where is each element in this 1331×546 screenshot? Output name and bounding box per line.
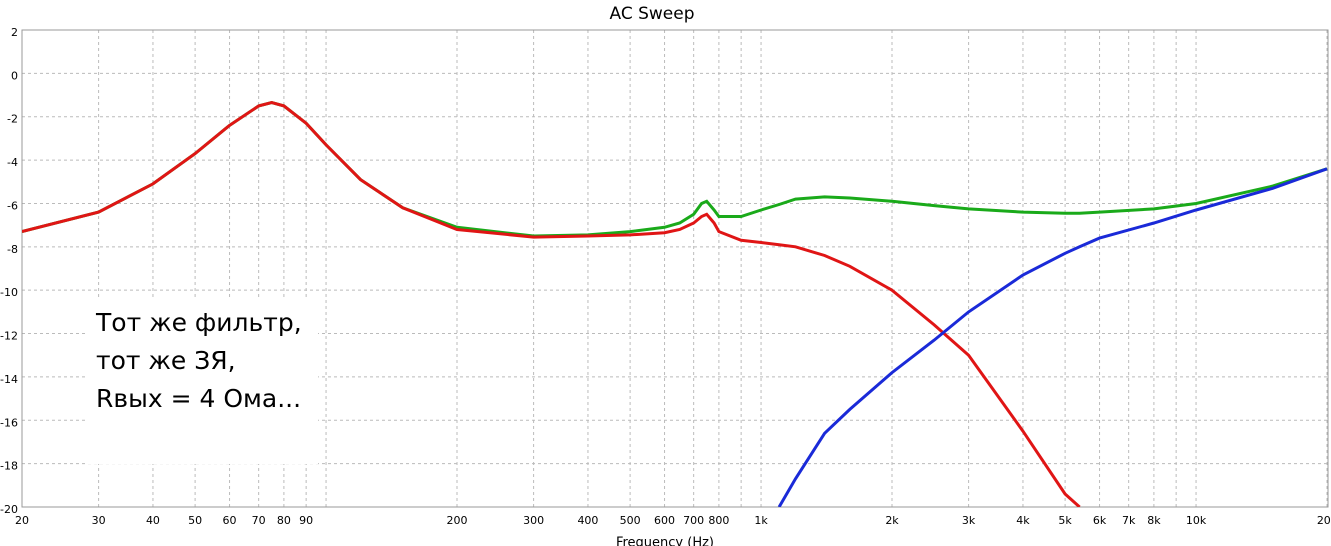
annotation-line: Rвых = 4 Ома... bbox=[96, 384, 301, 413]
y-tick-label: -18 bbox=[0, 460, 18, 473]
y-tick-label: -16 bbox=[0, 416, 18, 429]
y-tick-label: -8 bbox=[7, 243, 18, 256]
x-tick-label: 30 bbox=[92, 514, 106, 527]
x-tick-label: 400 bbox=[577, 514, 598, 527]
annotation: Тот же фильтр, тот же ЗЯ, Rвых = 4 Ома... bbox=[95, 308, 302, 413]
plot-frame bbox=[21, 29, 1329, 508]
annotation-line: тот же ЗЯ, bbox=[96, 346, 236, 375]
x-tick-label: 8k bbox=[1147, 514, 1161, 527]
x-axis-label: Frequency (Hz) bbox=[616, 536, 714, 546]
x-tick-label: 6k bbox=[1093, 514, 1107, 527]
annotation-line: Тот же фильтр, bbox=[95, 308, 302, 337]
x-tick-label: 60 bbox=[223, 514, 237, 527]
x-tick-label: 20 bbox=[15, 514, 29, 527]
x-tick-label: 4k bbox=[1016, 514, 1030, 527]
x-tick-label: 2k bbox=[885, 514, 899, 527]
y-tick-label: -10 bbox=[0, 286, 18, 299]
series-line bbox=[22, 101, 1081, 507]
y-tick-label: -2 bbox=[7, 113, 18, 126]
annotation-box bbox=[88, 298, 318, 464]
series-line bbox=[777, 167, 1328, 507]
y-tick-label: -12 bbox=[0, 330, 18, 343]
x-tick-label: 40 bbox=[146, 514, 160, 527]
y-tick-label: -6 bbox=[7, 199, 18, 212]
x-tick-label: 7k bbox=[1122, 514, 1136, 527]
y-tick-label: 2 bbox=[11, 26, 18, 39]
x-tick-label: 80 bbox=[277, 514, 291, 527]
y-tick-label: 0 bbox=[11, 69, 18, 82]
x-tick-label: 1k bbox=[754, 514, 768, 527]
x-tick-label: 10k bbox=[1186, 514, 1207, 527]
x-tick-label: 3k bbox=[962, 514, 976, 527]
y-tick-label: -14 bbox=[0, 373, 18, 386]
series-line bbox=[22, 101, 1328, 238]
x-tick-label: 200 bbox=[447, 514, 468, 527]
x-tick-label: 70 bbox=[252, 514, 266, 527]
x-tick-label: 90 bbox=[299, 514, 313, 527]
x-tick-label: 5k bbox=[1058, 514, 1072, 527]
y-tick-label: -20 bbox=[0, 503, 18, 516]
x-tick-label: 700 bbox=[683, 514, 704, 527]
y-tick-label: -4 bbox=[7, 156, 18, 169]
x-tick-label: 300 bbox=[523, 514, 544, 527]
x-tick-label: 800 bbox=[708, 514, 729, 527]
x-tick-label: 20k bbox=[1317, 514, 1331, 527]
x-tick-label: 50 bbox=[188, 514, 202, 527]
x-tick-label: 600 bbox=[654, 514, 675, 527]
lines bbox=[22, 101, 1328, 507]
chart-title: AC Sweep bbox=[609, 4, 694, 24]
x-tick-label: 500 bbox=[620, 514, 641, 527]
